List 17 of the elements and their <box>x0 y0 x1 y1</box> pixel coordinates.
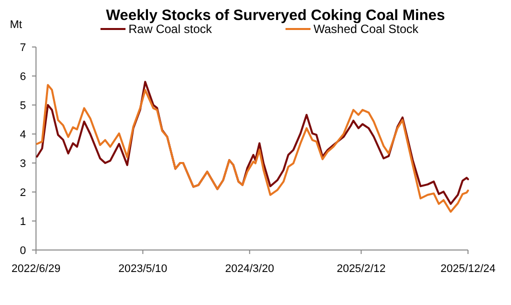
y-axis-title: Mt <box>10 19 22 31</box>
y-tick-label: 0 <box>20 245 26 257</box>
x-tick-label: 2024/3/20 <box>225 263 274 275</box>
x-tick-label: 2025/2/12 <box>336 263 386 275</box>
x-tick-label: 2022/6/29 <box>12 263 60 275</box>
y-tick-label: 5 <box>20 100 26 112</box>
y-tick-label: 4 <box>20 129 26 141</box>
y-tick-label: 2 <box>20 187 26 199</box>
y-tick-label: 7 <box>20 42 26 54</box>
x-tick-label: 2023/5/10 <box>118 263 168 275</box>
legend-label: Washed Coal Stock <box>314 22 420 36</box>
y-tick-label: 3 <box>20 158 26 170</box>
y-tick-label: 1 <box>20 216 26 228</box>
x-tick-label: 2025/12/24 <box>440 263 496 275</box>
y-tick-label: 6 <box>20 71 26 83</box>
chart-title: Weekly Stocks of Surveryed Coking Coal Mines <box>106 7 445 24</box>
legend-label: Raw Coal stock <box>128 22 213 36</box>
